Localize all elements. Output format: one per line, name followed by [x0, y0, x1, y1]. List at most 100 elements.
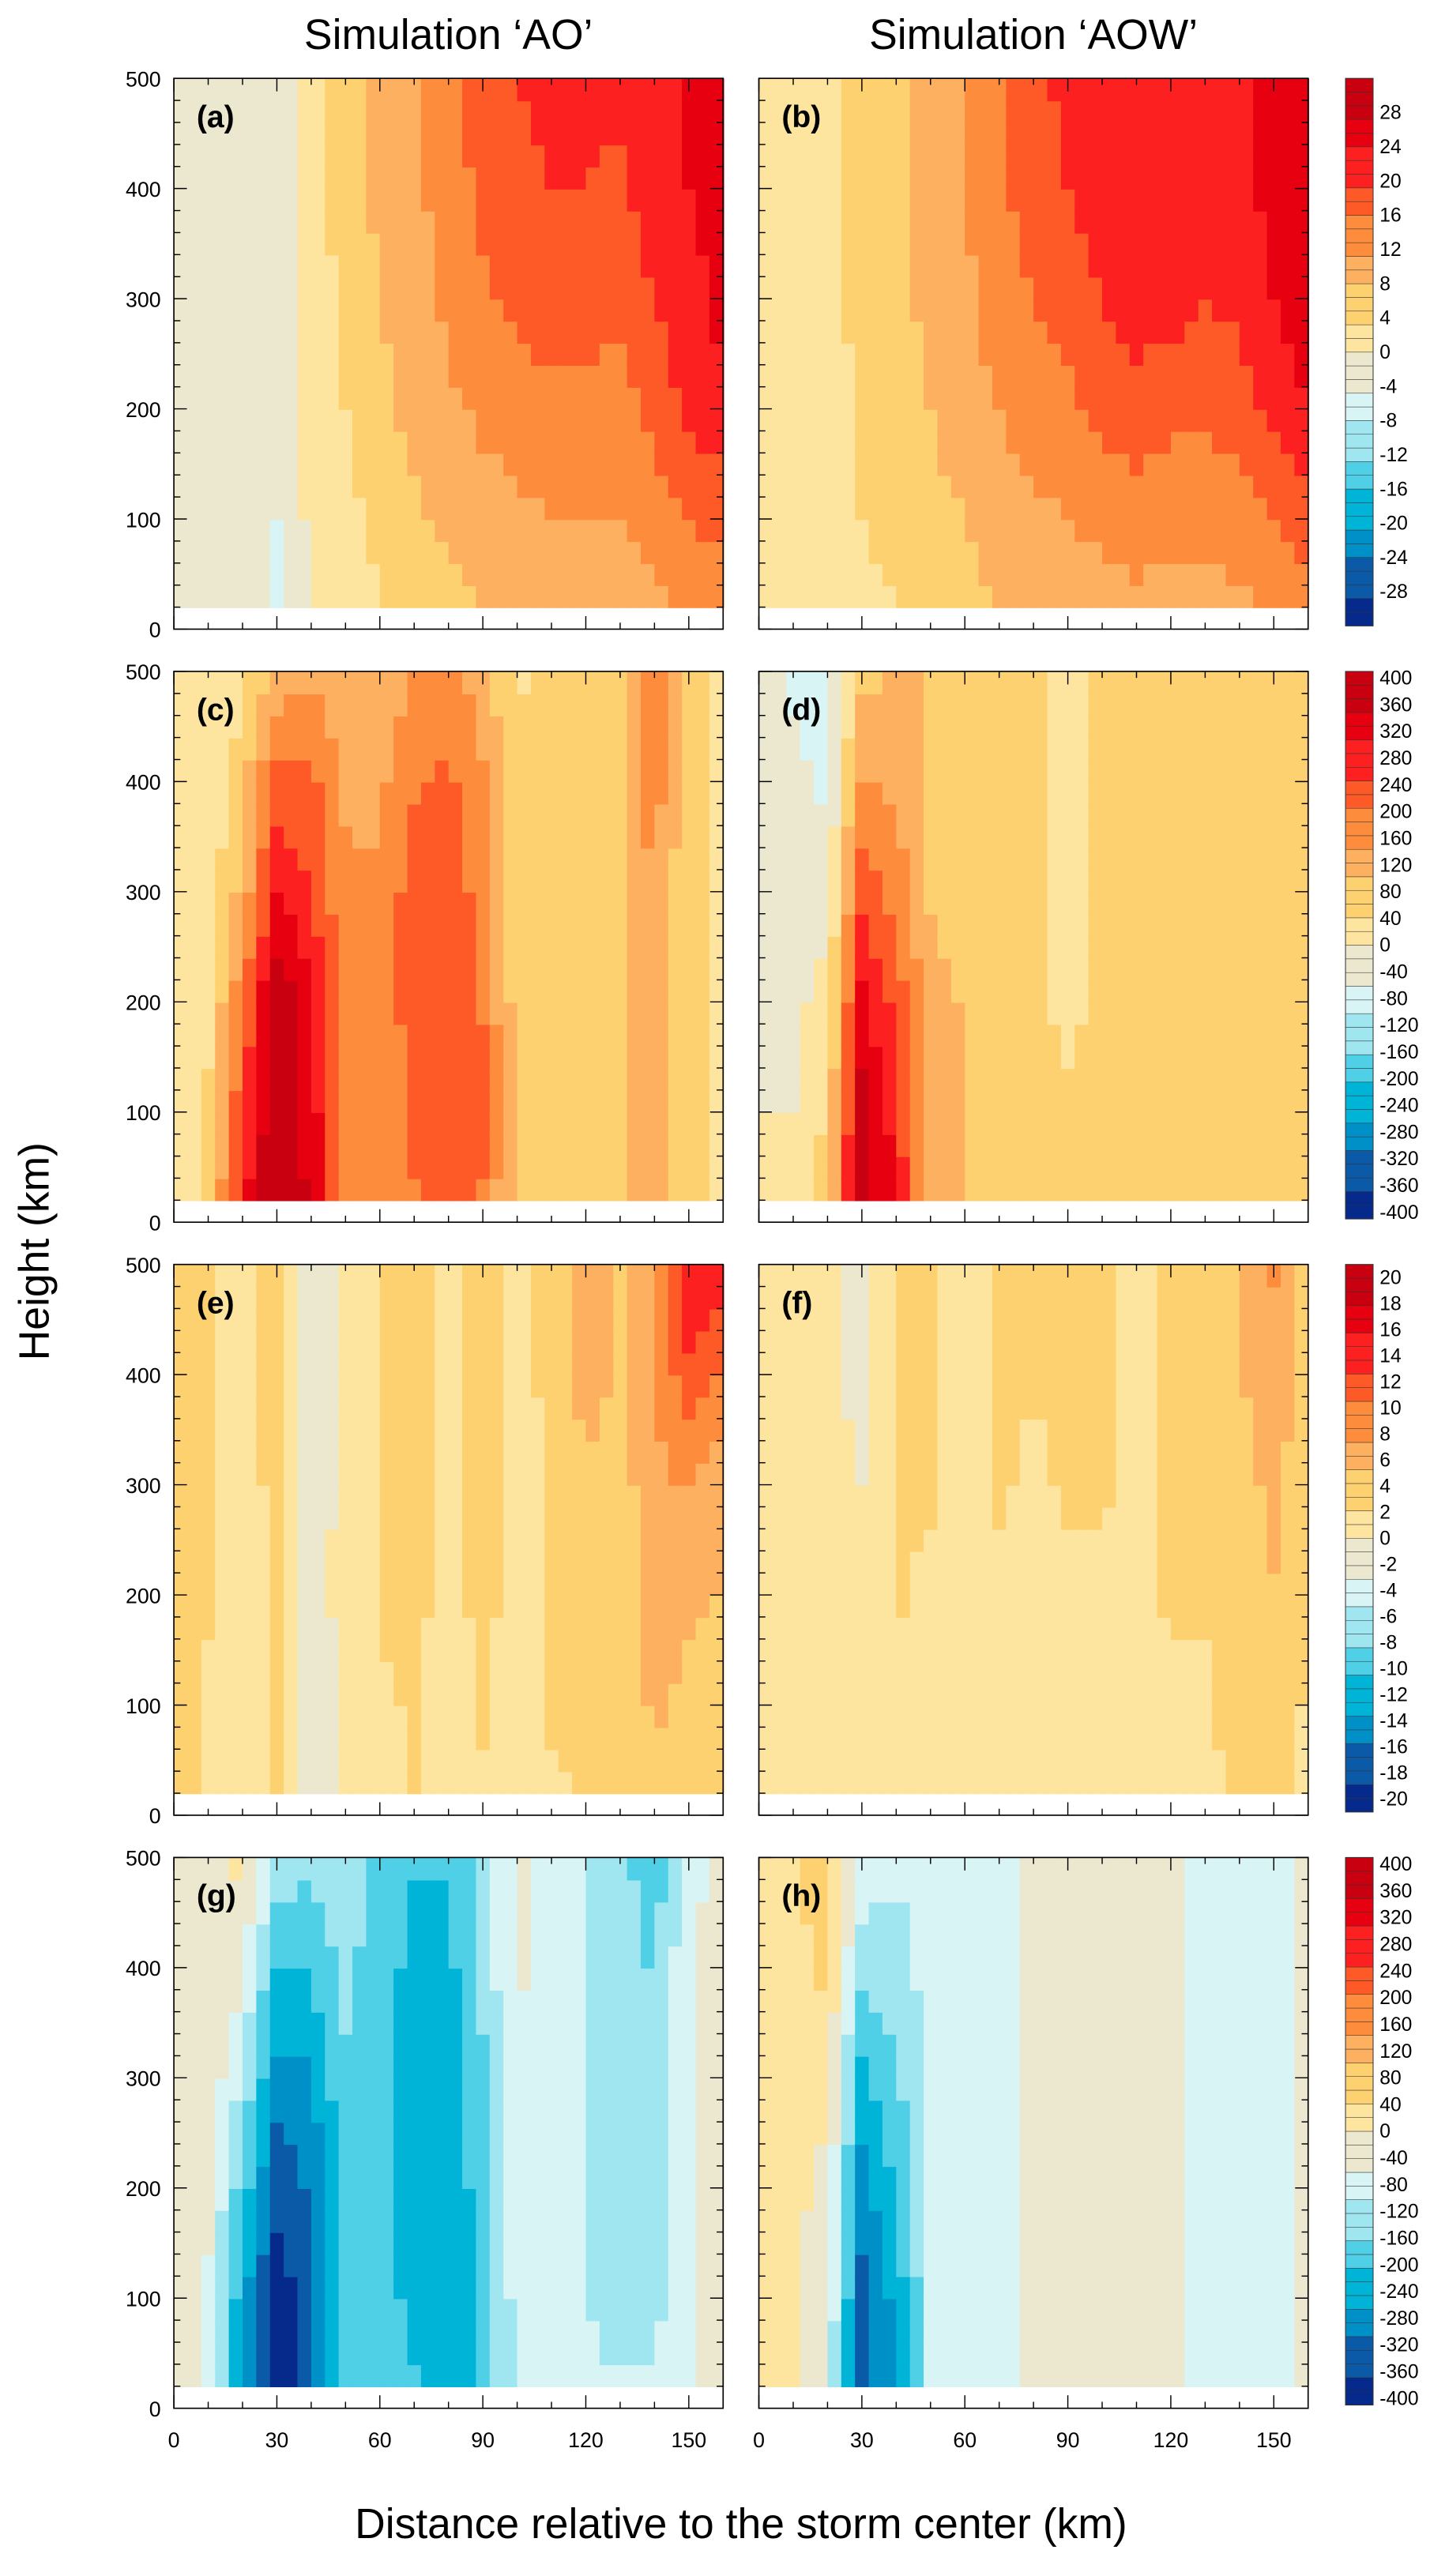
heatmap-cell [841, 693, 856, 716]
heatmap-cell [1074, 232, 1089, 256]
heatmap-cell [682, 1111, 697, 1135]
heatmap-cell [654, 980, 669, 1003]
heatmap-cell [1212, 276, 1227, 300]
heatmap-cell [489, 781, 505, 805]
heatmap-cell [352, 166, 367, 190]
heatmap-cell [407, 1616, 423, 1641]
heatmap-cell [627, 475, 642, 498]
heatmap-cell [503, 1397, 518, 1420]
heatmap-cell [393, 1616, 408, 1641]
heatmap-cell [992, 299, 1007, 322]
heatmap-cell [937, 519, 953, 543]
heatmap-cell [325, 957, 340, 981]
heatmap-cell [814, 957, 829, 981]
heatmap-cell [965, 540, 980, 565]
heatmap-cell [284, 1308, 299, 1332]
heatmap-cell [325, 803, 340, 827]
heatmap-cell [407, 693, 423, 716]
heatmap-cell [352, 1462, 367, 1486]
heatmap-cell [613, 1616, 628, 1641]
heatmap-cell [909, 1024, 925, 1047]
heatmap-cell [379, 453, 395, 476]
heatmap-cell [1212, 364, 1227, 388]
heatmap-cell [1033, 122, 1048, 146]
heatmap-cell [352, 671, 367, 695]
heatmap-cell [613, 408, 628, 432]
heatmap-cell [366, 166, 382, 190]
heatmap-cell [1212, 166, 1227, 190]
heatmap-cell [924, 276, 939, 300]
heatmap-cell [558, 1374, 574, 1398]
heatmap-cell [174, 715, 189, 739]
heatmap-cell [1170, 693, 1186, 716]
heatmap-cell [992, 1046, 1007, 1070]
heatmap-cell [352, 562, 367, 586]
heatmap-cell [855, 957, 870, 981]
heatmap-cell [1266, 1156, 1282, 1179]
heatmap-cell [1239, 210, 1255, 234]
heatmap-cell [503, 935, 518, 959]
heatmap-cell [393, 1067, 408, 1092]
heatmap-cell [682, 1002, 697, 1025]
heatmap-cell [841, 276, 856, 300]
heatmap-cell [1225, 715, 1241, 739]
heatmap-cell [965, 803, 980, 827]
heatmap-cell [965, 144, 980, 167]
heatmap-cell [1088, 188, 1104, 212]
heatmap-cell [174, 1771, 189, 1795]
heatmap-cell [284, 431, 299, 454]
heatmap-cell [284, 1089, 299, 1113]
heatmap-cell [407, 1111, 423, 1135]
heatmap-cell [641, 431, 656, 454]
heatmap-cell [1157, 562, 1172, 586]
heatmap-cell [284, 497, 299, 521]
heatmap-cell [228, 1727, 244, 1751]
heatmap-cell [882, 232, 898, 256]
heatmap-cell [284, 957, 299, 981]
heatmap-cell [269, 759, 285, 783]
heatmap-cell [1060, 1111, 1076, 1135]
heatmap-cell [786, 1111, 801, 1135]
heatmap-cell [530, 408, 546, 432]
heatmap-cell [827, 1002, 843, 1025]
heatmap-cell [1033, 364, 1048, 388]
heatmap-cell [965, 232, 980, 256]
y-axis-title: Height (km) [12, 1142, 58, 1360]
heatmap-cell [379, 1330, 395, 1354]
heatmap-cell [814, 408, 829, 432]
heatmap-cell [613, 1397, 628, 1420]
heatmap-cell [978, 386, 994, 410]
heatmap-cell [1184, 210, 1199, 234]
heatmap-cell [855, 781, 870, 805]
heatmap-cell [1074, 803, 1089, 827]
heatmap-cell [800, 276, 815, 300]
heatmap-cell [242, 1506, 258, 1530]
heatmap-cell [668, 475, 683, 498]
heatmap-cell [800, 715, 815, 739]
heatmap-cell [1129, 869, 1145, 893]
heatmap-cell [882, 1002, 898, 1025]
heatmap-cell [284, 1330, 299, 1354]
heatmap-cell [709, 869, 724, 893]
heatmap-cell [489, 431, 505, 454]
heatmap-cell [1157, 1134, 1172, 1157]
heatmap-cell [855, 891, 870, 915]
heatmap-cell [585, 1573, 601, 1596]
heatmap-cell [1116, 1178, 1131, 1202]
heatmap-cell [297, 1308, 313, 1332]
heatmap-cell [187, 715, 203, 739]
heatmap-cell [1266, 737, 1282, 761]
heatmap-cell [1294, 1134, 1309, 1157]
heatmap-cell [786, 1156, 801, 1179]
heatmap-cell [489, 848, 505, 871]
heatmap-cell [627, 540, 642, 565]
heatmap-cell [503, 497, 518, 521]
heatmap-cell [503, 1330, 518, 1354]
heatmap-cell [174, 891, 189, 915]
heatmap-cell [1198, 431, 1214, 454]
heatmap-cell [407, 431, 423, 454]
heatmap-cell [613, 1024, 628, 1047]
heatmap-cell [435, 913, 450, 937]
heatmap-cell [325, 364, 340, 388]
